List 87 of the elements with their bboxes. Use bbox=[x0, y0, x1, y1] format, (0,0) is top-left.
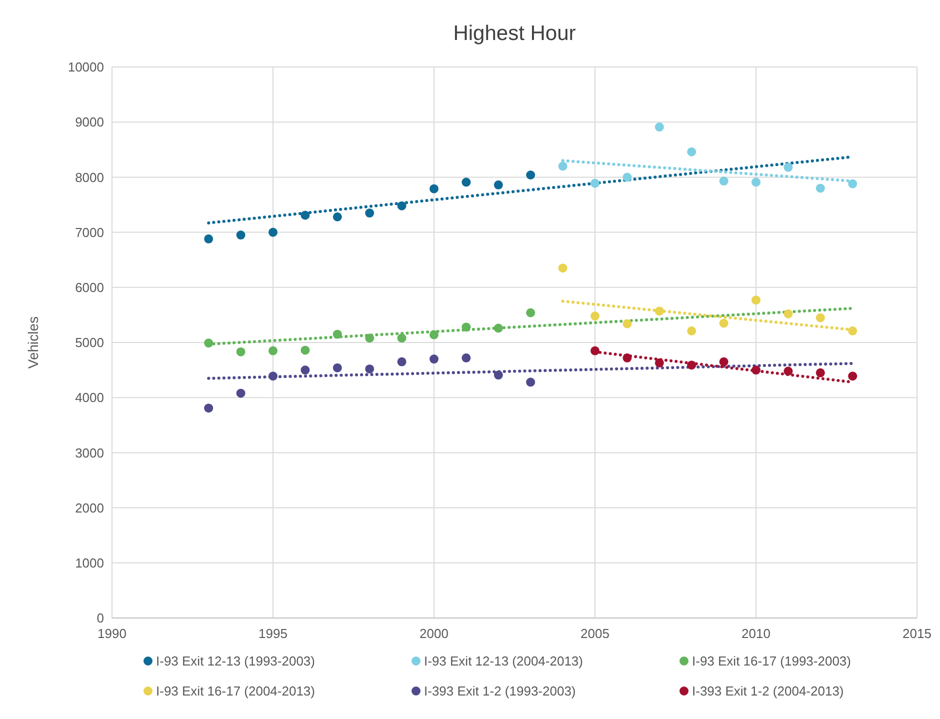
y-tick-label: 9000 bbox=[75, 114, 104, 130]
point bbox=[300, 346, 310, 355]
point bbox=[654, 306, 664, 316]
point bbox=[204, 234, 214, 244]
point bbox=[526, 378, 536, 387]
y-tick-label: 7000 bbox=[75, 224, 104, 240]
point bbox=[622, 353, 632, 362]
y-tick-label: 5000 bbox=[75, 335, 104, 350]
point bbox=[784, 366, 793, 376]
point bbox=[332, 330, 342, 339]
x-tick-label: 1995 bbox=[258, 626, 288, 641]
point bbox=[784, 162, 793, 172]
y-tick-label: 6000 bbox=[75, 280, 104, 295]
point bbox=[816, 184, 825, 193]
point bbox=[848, 372, 858, 381]
point bbox=[236, 230, 246, 240]
point bbox=[494, 324, 503, 333]
point bbox=[430, 330, 438, 340]
point bbox=[268, 372, 278, 381]
x-tick-label: 1990 bbox=[98, 626, 126, 641]
point bbox=[430, 184, 438, 194]
y-tick-label: 0 bbox=[96, 610, 104, 626]
point bbox=[526, 308, 536, 318]
point bbox=[268, 346, 278, 356]
point bbox=[719, 176, 728, 186]
point bbox=[462, 178, 471, 187]
point bbox=[752, 296, 760, 305]
point bbox=[332, 212, 342, 222]
point bbox=[752, 366, 760, 375]
y-tick-label: 10000 bbox=[68, 60, 104, 75]
point bbox=[558, 264, 568, 273]
point bbox=[365, 334, 374, 343]
point bbox=[526, 170, 536, 180]
chart-title: Highest Hour bbox=[453, 22, 576, 45]
point bbox=[494, 180, 503, 190]
y-axis-title: Vehicles bbox=[25, 316, 41, 369]
y-tick-label: 3000 bbox=[75, 445, 104, 460]
point bbox=[719, 318, 728, 328]
legend-label: I-93 Exit 12-13 (2004-2013) bbox=[424, 654, 583, 669]
point bbox=[687, 147, 696, 156]
point bbox=[397, 334, 406, 343]
point bbox=[462, 322, 471, 332]
point bbox=[365, 364, 374, 374]
y-tick-label: 2000 bbox=[75, 500, 104, 516]
legend-label: I-93 Exit 12-13 (1993-2003) bbox=[156, 654, 315, 669]
legend-label: I-93 Exit 16-17 (1993-2003) bbox=[692, 654, 851, 669]
point bbox=[397, 357, 406, 366]
point bbox=[430, 354, 438, 364]
legend-label: I-93 Exit 16-17 (2004-2013) bbox=[156, 684, 315, 699]
point bbox=[236, 388, 246, 398]
point bbox=[268, 228, 278, 237]
x-tick-label: 2015 bbox=[902, 626, 932, 641]
point bbox=[332, 363, 342, 372]
point bbox=[816, 368, 825, 378]
point bbox=[784, 309, 793, 318]
point bbox=[590, 178, 600, 188]
point bbox=[558, 162, 568, 171]
point bbox=[622, 319, 632, 328]
point bbox=[397, 201, 406, 210]
point bbox=[848, 326, 858, 336]
point bbox=[816, 313, 825, 322]
point bbox=[236, 347, 246, 356]
point bbox=[654, 122, 664, 132]
point bbox=[654, 358, 664, 368]
y-tick-label: 1000 bbox=[75, 555, 104, 570]
point bbox=[590, 346, 600, 356]
point bbox=[622, 172, 632, 182]
y-tick-label: 4000 bbox=[75, 390, 104, 406]
x-tick-label: 2005 bbox=[580, 626, 610, 641]
point bbox=[752, 178, 760, 187]
point bbox=[494, 370, 503, 380]
x-tick-label: 2000 bbox=[420, 626, 448, 641]
point bbox=[204, 338, 214, 348]
legend-label: I-393 Exit 1-2 (2004-2013) bbox=[692, 684, 844, 699]
point bbox=[848, 179, 858, 188]
point bbox=[300, 366, 310, 375]
x-tick-label: 2010 bbox=[742, 626, 770, 641]
point bbox=[462, 353, 471, 362]
point bbox=[687, 360, 696, 370]
point bbox=[365, 208, 374, 218]
point bbox=[300, 210, 310, 220]
point bbox=[687, 326, 696, 336]
point bbox=[204, 404, 214, 413]
y-tick-label: 8000 bbox=[75, 170, 104, 185]
point bbox=[719, 357, 728, 366]
point bbox=[590, 312, 600, 321]
legend-label: I-393 Exit 1-2 (1993-2003) bbox=[424, 684, 576, 699]
